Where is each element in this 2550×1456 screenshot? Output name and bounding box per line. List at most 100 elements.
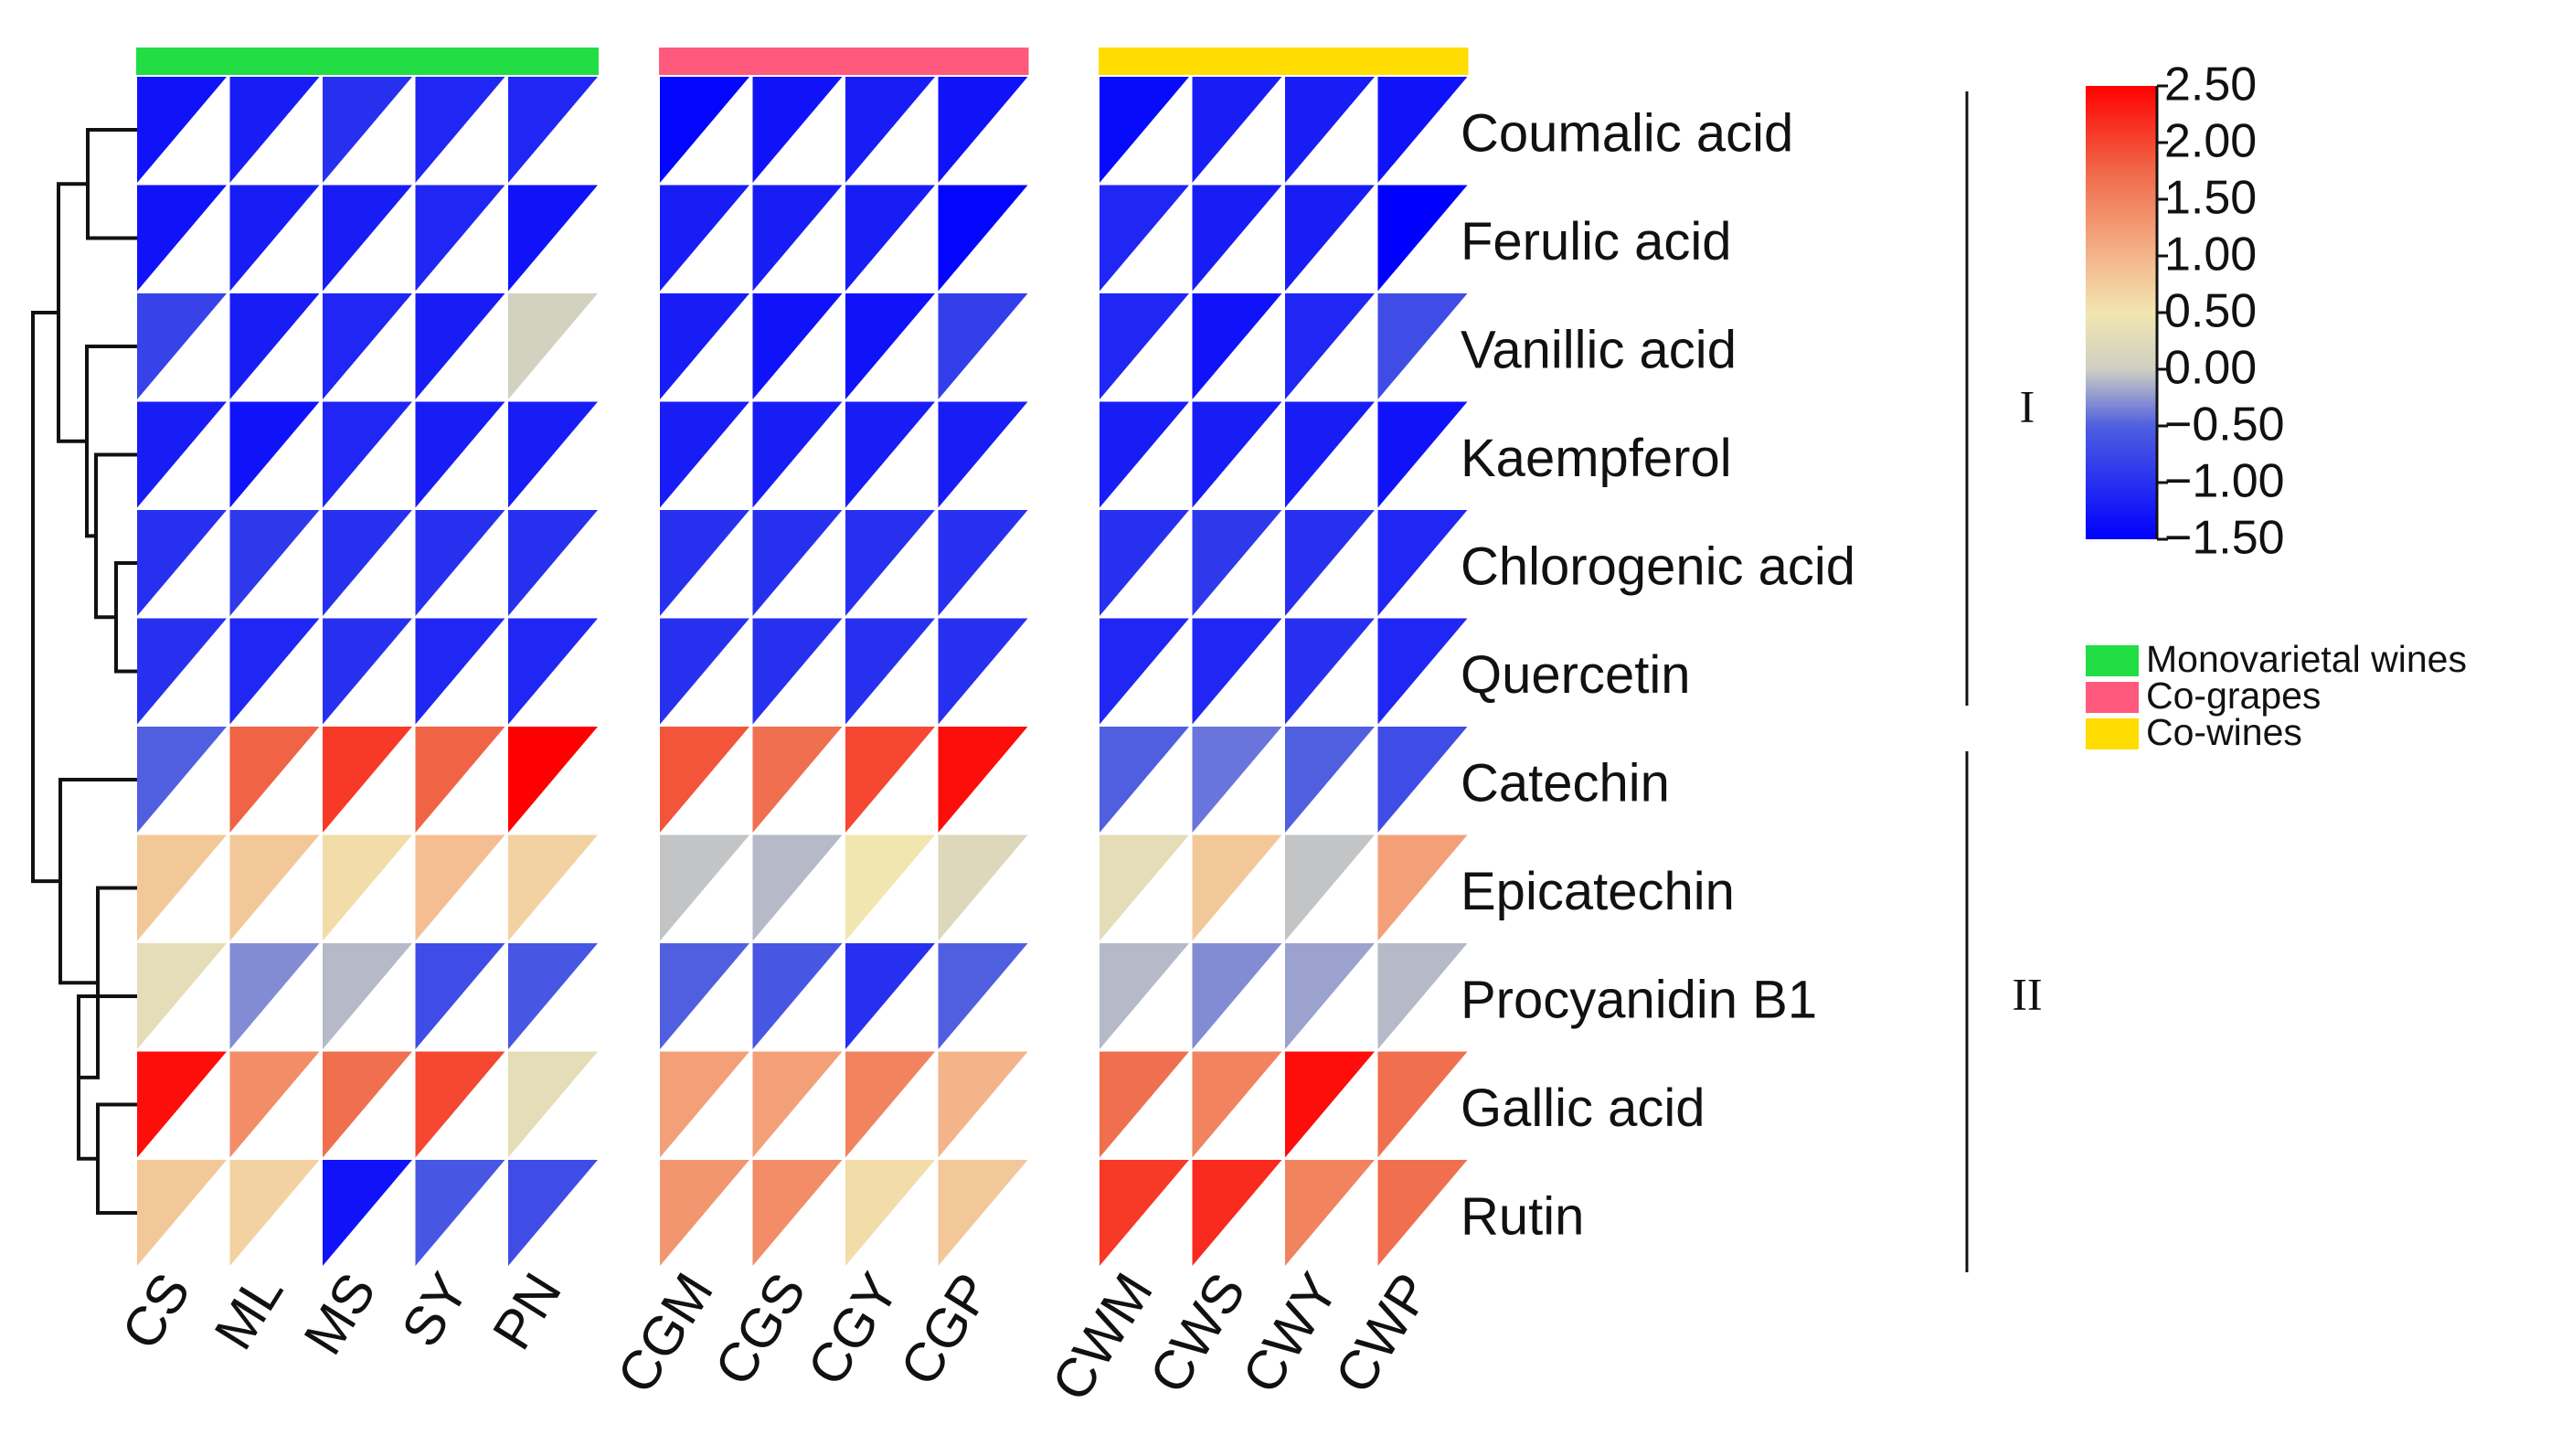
row-label-gallic-acid: Gallic acid (1461, 1079, 1705, 1138)
dendrogram-branch (114, 561, 137, 674)
cell-ferulic-acid-cgm (660, 185, 749, 292)
cell-catechin-cws (1192, 727, 1282, 833)
row-label-chlorogenic-acid: Chlorogenic acid (1461, 537, 1855, 596)
colorbar-tick-label: 0.50 (2164, 285, 2257, 338)
cell-chlorogenic-acid-cgs (752, 510, 843, 616)
cell-quercetin-cws (1192, 618, 1282, 725)
row-label-vanillic-acid: Vanillic acid (1461, 320, 1737, 379)
cell-chlorogenic-acid-cgp (938, 510, 1028, 616)
cell-vanillic-acid-cgp (938, 293, 1028, 399)
cell-chlorogenic-acid-cwy (1285, 510, 1375, 616)
cell-kaempferol-cws (1192, 401, 1282, 508)
cell-epicatechin-ml (229, 834, 320, 941)
cell-catechin-cwm (1100, 727, 1189, 833)
cell-ferulic-acid-cgp (938, 185, 1028, 292)
cell-quercetin-cwy (1285, 618, 1375, 725)
cell-gallic-acid-cs (137, 1051, 227, 1158)
cell-catechin-cgs (752, 727, 843, 833)
cell-rutin-cwm (1100, 1160, 1189, 1266)
legend-label-monovarietal-wines: Monovarietal wines (2146, 638, 2467, 680)
cell-quercetin-cgm (660, 618, 749, 725)
cell-rutin-cwy (1285, 1160, 1375, 1266)
column-label-cgm: CGM (605, 1262, 725, 1403)
column-label-sy: SY (389, 1262, 480, 1356)
column-label-cgy: CGY (795, 1262, 910, 1396)
cell-rutin-sy (415, 1160, 505, 1266)
colorbar-tick-label: 2.50 (2164, 58, 2257, 112)
cell-vanillic-acid-ms (323, 293, 412, 399)
cell-ferulic-acid-ml (229, 185, 320, 292)
column-label-ml: ML (203, 1262, 295, 1359)
cell-ferulic-acid-ms (323, 185, 412, 292)
cell-gallic-acid-cwm (1100, 1051, 1189, 1158)
cell-rutin-cs (137, 1160, 227, 1266)
cell-rutin-cgs (752, 1160, 843, 1266)
cell-ferulic-acid-cws (1192, 185, 1282, 292)
row-label-quercetin: Quercetin (1461, 645, 1690, 705)
colorbar-tick-label: 0.00 (2164, 342, 2257, 395)
row-label-ferulic-acid: Ferulic acid (1461, 212, 1732, 271)
cell-ferulic-acid-sy (415, 185, 505, 292)
row-label-epicatechin: Epicatechin (1461, 862, 1735, 921)
cell-vanillic-acid-cgy (845, 293, 935, 399)
cell-rutin-cwp (1377, 1160, 1468, 1266)
cell-kaempferol-cwy (1285, 401, 1375, 508)
cell-kaempferol-ms (323, 401, 412, 508)
cell-rutin-cgp (938, 1160, 1028, 1266)
cell-epicatechin-sy (415, 834, 505, 941)
column-label-cwy: CWY (1230, 1262, 1350, 1403)
cell-vanillic-acid-cwp (1377, 293, 1468, 399)
heatmap-cells (137, 77, 1468, 1266)
cell-coumalic-acid-cwm (1100, 77, 1189, 183)
cell-epicatechin-cs (137, 834, 227, 941)
cell-vanillic-acid-ml (229, 293, 320, 399)
cell-rutin-ml (229, 1160, 320, 1266)
cell-gallic-acid-cws (1192, 1051, 1282, 1158)
cell-ferulic-acid-cwm (1100, 185, 1189, 292)
cell-coumalic-acid-cws (1192, 77, 1282, 183)
column-label-cs: CS (110, 1262, 202, 1359)
cell-vanillic-acid-pn (508, 293, 598, 399)
cell-procyanidin-b1-ms (323, 943, 412, 1049)
cell-chlorogenic-acid-cgm (660, 510, 749, 616)
legend-swatch-co-grapes (2086, 682, 2139, 713)
cell-procyanidin-b1-ml (229, 943, 320, 1049)
cell-ferulic-acid-cwy (1285, 185, 1375, 292)
group-bar-monovarietal-wines (136, 48, 599, 75)
cell-chlorogenic-acid-sy (415, 510, 505, 616)
cell-procyanidin-b1-cgp (938, 943, 1028, 1049)
cell-kaempferol-cgp (938, 401, 1028, 508)
cell-procyanidin-b1-cwp (1377, 943, 1468, 1049)
cell-vanillic-acid-cgm (660, 293, 749, 399)
colorbar-tick-label: 1.50 (2164, 172, 2257, 225)
cell-kaempferol-cs (137, 401, 227, 508)
cell-vanillic-acid-cgs (752, 293, 843, 399)
cell-coumalic-acid-cgs (752, 77, 843, 183)
cluster-label-ii: II (2012, 968, 2042, 1019)
legend-label-co-grapes: Co-grapes (2146, 675, 2321, 717)
cell-quercetin-sy (415, 618, 505, 725)
cell-catechin-cgp (938, 727, 1028, 833)
cell-quercetin-ms (323, 618, 412, 725)
column-label-cwp: CWP (1323, 1262, 1443, 1403)
cell-chlorogenic-acid-ms (323, 510, 412, 616)
cell-gallic-acid-sy (415, 1051, 505, 1158)
column-label-cgp: CGP (888, 1262, 1004, 1396)
dendrogram-branch (57, 182, 88, 443)
cell-procyanidin-b1-cwy (1285, 943, 1375, 1049)
cell-catechin-cs (137, 727, 227, 833)
cell-epicatechin-cwy (1285, 834, 1375, 941)
cell-quercetin-cgs (752, 618, 843, 725)
cell-kaempferol-cwm (1100, 401, 1189, 508)
cell-chlorogenic-acid-pn (508, 510, 598, 616)
legend-swatch-co-wines (2086, 718, 2139, 749)
cell-chlorogenic-acid-cs (137, 510, 227, 616)
cell-gallic-acid-ml (229, 1051, 320, 1158)
row-labels: Coumalic acid Ferulic acid Vanillic acid Ka… (1461, 103, 1855, 1246)
cell-epicatechin-cwp (1377, 834, 1468, 941)
column-label-cws: CWS (1138, 1262, 1258, 1403)
cell-chlorogenic-acid-cgy (845, 510, 935, 616)
